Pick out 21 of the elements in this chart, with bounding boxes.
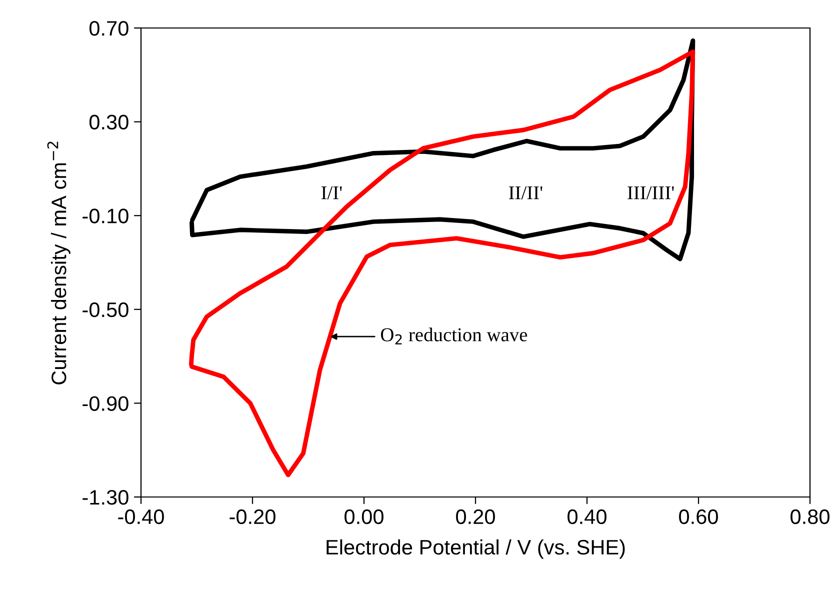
y-tick-label: -0.10 <box>82 208 128 224</box>
y-tick-label: 0.30 <box>89 114 128 130</box>
x-tick-label: -0.40 <box>118 509 164 524</box>
y-axis-title: Current density / mA cm$^{−2}$ <box>47 142 70 384</box>
x-tick-label: 0.60 <box>679 509 718 524</box>
x-tick-label: 0.40 <box>568 509 606 524</box>
annotation: I/I' <box>321 186 342 200</box>
y-tick-label: 0.70 <box>89 21 128 36</box>
line-series <box>190 38 696 262</box>
x-tick-label: 0.80 <box>790 509 830 524</box>
x-tick-label: -0.20 <box>230 509 276 524</box>
y-tick-label: -0.50 <box>82 302 128 318</box>
x-tick-label: 0.20 <box>456 509 495 524</box>
y-tick-label: -1.30 <box>82 490 128 505</box>
annotation: O$_{2}$ reduction wave <box>380 328 528 344</box>
x-tick-label: 0.00 <box>344 509 384 524</box>
annotation: II/II' <box>508 186 542 200</box>
x-axis-title: Electrode Potential / V (vs. SHE) <box>326 539 625 559</box>
annotation: III/III' <box>628 186 674 200</box>
y-tick-label: -0.90 <box>82 396 128 411</box>
line-series <box>188 49 696 478</box>
